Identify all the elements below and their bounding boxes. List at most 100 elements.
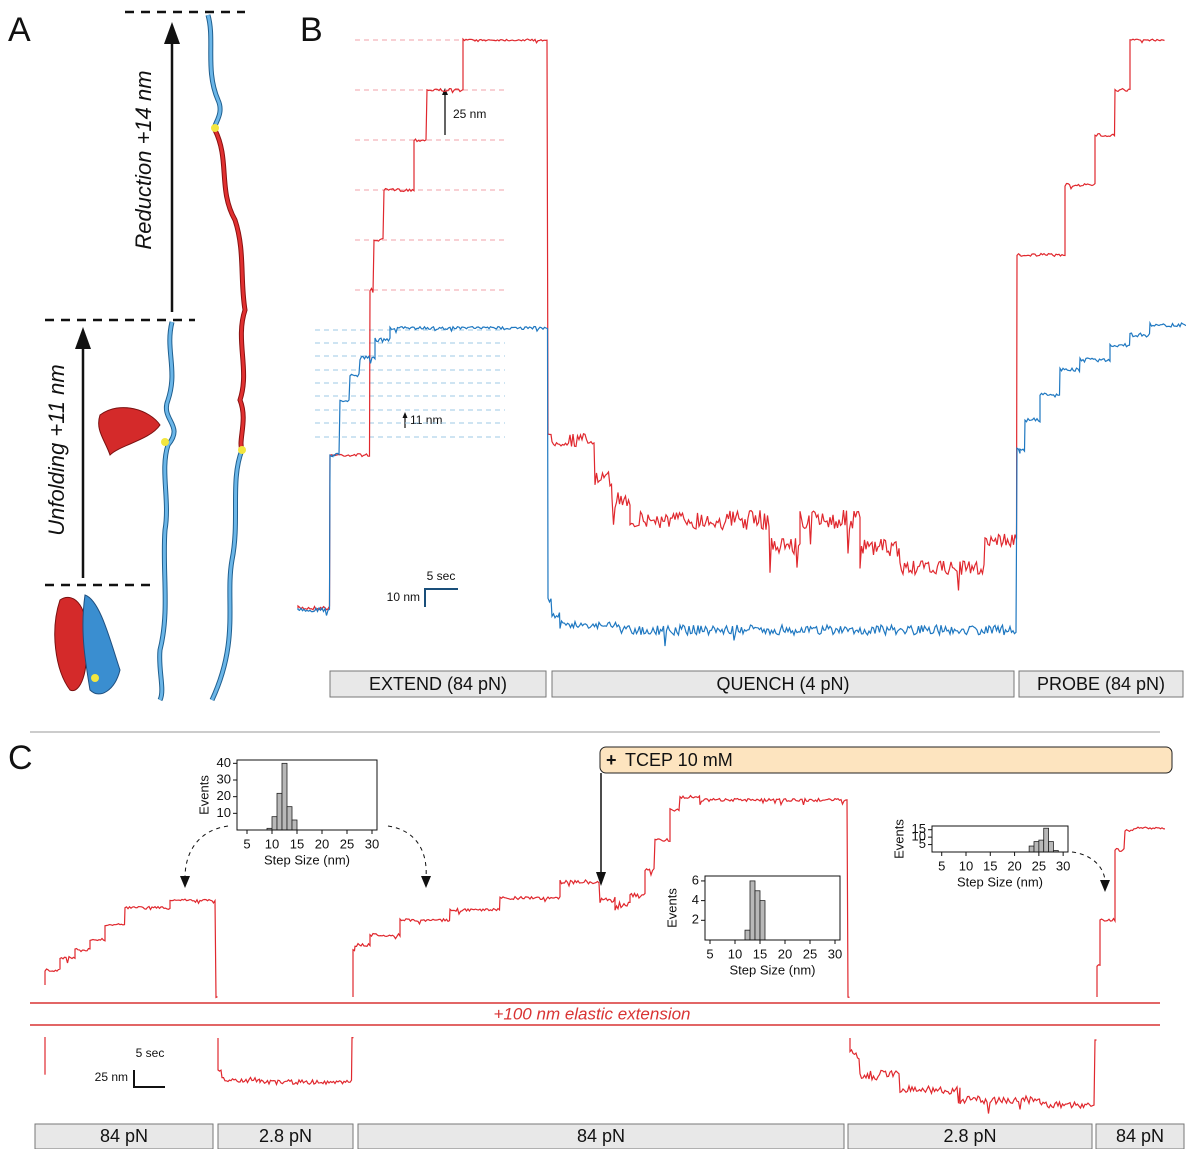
scale-time: 5 sec (136, 1046, 165, 1060)
histogram-bar (287, 807, 292, 830)
trace (1097, 827, 1165, 997)
folded-protein (55, 597, 87, 690)
phase-label: QUENCH (4 pN) (716, 674, 849, 694)
scale-length: 25 nm (95, 1070, 128, 1084)
force-label: 2.8 pN (943, 1126, 996, 1146)
scale-length: 10 nm (387, 590, 420, 604)
panel-c: + TCEP 10 mM +100 nm elastic extension 5… (30, 747, 1184, 1149)
histogram-bar (745, 930, 750, 940)
unfolding-label: Unfolding +11 nm (44, 364, 69, 535)
step-label: 25 nm (453, 107, 486, 121)
histogram-bar (1049, 842, 1054, 852)
force-label: 84 pN (100, 1126, 148, 1146)
arrowhead (403, 412, 408, 418)
plot-frame (705, 876, 840, 940)
arrowhead (164, 22, 180, 44)
x-tick-label: 20 (1007, 858, 1021, 873)
phase-label: PROBE (84 pN) (1037, 674, 1165, 694)
histogram-bar (760, 901, 765, 940)
x-tick-label: 15 (753, 946, 767, 961)
arrowhead (421, 876, 431, 888)
x-tick-label: 25 (340, 836, 354, 851)
y-axis-label: Events (891, 819, 906, 859)
trace (298, 323, 1186, 646)
x-axis-label: Step Size (nm) (264, 852, 350, 867)
chain (212, 450, 242, 700)
arrowhead (180, 876, 190, 888)
cysteine (211, 124, 219, 132)
cysteine (161, 438, 169, 446)
x-axis-label: Step Size (nm) (957, 874, 1043, 889)
cysteine (91, 674, 99, 682)
folded-protein (83, 595, 120, 694)
x-axis-label: Step Size (nm) (730, 962, 816, 977)
y-tick-label: 20 (217, 788, 231, 803)
trace (218, 1038, 354, 1085)
y-tick-label: 6 (692, 872, 699, 887)
y-axis-label: Events (664, 888, 679, 928)
folded-domain (99, 408, 160, 455)
tcep-plus: + (606, 750, 617, 770)
histogram-bar (750, 881, 755, 940)
x-tick-label: 10 (728, 946, 742, 961)
panel-label: A (8, 11, 31, 49)
histogram-bar (1034, 842, 1039, 852)
x-tick-label: 5 (243, 836, 250, 851)
x-tick-label: 30 (828, 946, 842, 961)
panel-label: B (300, 11, 323, 49)
scale-time: 5 sec (427, 569, 456, 583)
cysteine (238, 446, 246, 454)
histogram-bar (292, 820, 297, 830)
histogram-bar (755, 891, 760, 940)
elastic-label: +100 nm elastic extension (493, 1004, 690, 1023)
x-tick-label: 30 (1056, 858, 1070, 873)
x-tick-label: 10 (959, 858, 973, 873)
panel-b: 25 nm 11 nm 5 sec 10 nm EXTEND (84 pN) Q… (298, 39, 1186, 697)
figure: A B C Reduction +14 nm Unfolding +11 nm (0, 0, 1186, 1149)
y-tick-label: 15 (912, 821, 926, 836)
x-tick-label: 15 (290, 836, 304, 851)
panel-a: Reduction +14 nm Unfolding +11 nm (44, 12, 246, 700)
x-tick-label: 25 (1032, 858, 1046, 873)
histogram-bar (1029, 846, 1034, 852)
trace (298, 39, 1165, 610)
force-label: 84 pN (1116, 1126, 1164, 1146)
phase-label: EXTEND (84 pN) (369, 674, 507, 694)
dashed-arrow (388, 826, 426, 878)
x-tick-label: 20 (778, 946, 792, 961)
y-tick-label: 10 (217, 805, 231, 820)
x-tick-label: 30 (365, 836, 379, 851)
histogram-bar (1039, 840, 1044, 852)
histogram: 5 10 15 20 25 30 2 4 6 Step Size (nm) Events (664, 872, 842, 977)
dashed-arrow (185, 826, 228, 878)
x-tick-label: 15 (983, 858, 997, 873)
reduction-label: Reduction +14 nm (131, 70, 156, 249)
x-tick-label: 20 (315, 836, 329, 851)
histogram-bar (272, 817, 277, 830)
panel-label: C (8, 739, 33, 777)
histogram-bar (1044, 828, 1049, 852)
histogram-bar (277, 793, 282, 830)
arrowhead (596, 872, 606, 886)
tcep-label: TCEP 10 mM (625, 750, 733, 770)
scale-bar (134, 1070, 165, 1087)
y-tick-label: 40 (217, 755, 231, 770)
arrowhead (75, 327, 91, 349)
force-label: 2.8 pN (259, 1126, 312, 1146)
histogram-bar (282, 763, 287, 830)
x-tick-label: 5 (706, 946, 713, 961)
x-tick-label: 10 (265, 836, 279, 851)
plot-frame (237, 760, 377, 830)
x-tick-label: 25 (803, 946, 817, 961)
y-tick-label: 2 (692, 912, 699, 927)
dashed-arrow (1072, 852, 1105, 882)
y-tick-label: 4 (692, 892, 699, 907)
trace (45, 899, 218, 997)
y-tick-label: 30 (217, 771, 231, 786)
trace (850, 1038, 1097, 1114)
x-tick-label: 5 (938, 858, 945, 873)
force-label: 84 pN (577, 1126, 625, 1146)
arrowhead (1100, 880, 1110, 892)
step-label: 11 nm (410, 413, 442, 427)
